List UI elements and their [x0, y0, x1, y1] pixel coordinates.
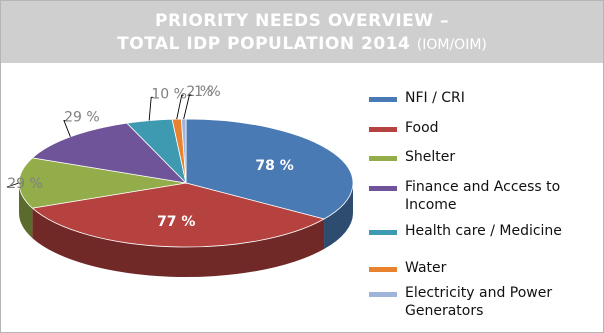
data-label-2: 29 %	[7, 176, 43, 192]
chart-title-line2: TOTAL IDP POPULATION 2014 (IOM/OIM)	[1, 34, 603, 55]
pie-slice-3	[31, 122, 188, 184]
legend-swatch	[369, 127, 397, 132]
legend-swatch	[369, 230, 397, 235]
leader-line-5	[176, 94, 184, 120]
chart-source: (IOM/OIM)	[416, 37, 487, 53]
chart-title-line1: PRIORITY NEEDS OVERVIEW –	[155, 11, 449, 31]
legend-swatch	[369, 267, 397, 272]
leader-line-6	[183, 94, 192, 120]
leader-line-4	[148, 96, 154, 121]
leader-line-2	[6, 182, 20, 188]
pie-side-0	[324, 183, 353, 250]
legend-label: Water	[405, 260, 447, 276]
legend-swatch	[369, 292, 397, 297]
pie-top	[18, 118, 354, 248]
data-label-6: 1 %	[194, 84, 221, 100]
chart-title-main: TOTAL IDP POPULATION 2014	[117, 34, 411, 54]
legend-label: Health care / Medicine	[405, 223, 562, 239]
data-label-5: 2 %	[186, 84, 213, 100]
data-label-3: 29 %	[64, 110, 100, 126]
pie-chart: 78 % 77 % 29 % 29 % 10 % 2 %1 %	[6, 84, 354, 277]
data-label-0: 78 %	[255, 158, 293, 174]
pie-slice-2	[18, 157, 187, 209]
data-label-1: 77 %	[157, 214, 195, 230]
pie-sides	[19, 183, 353, 277]
legend-label: NFI / CRI	[405, 90, 465, 106]
legend-label: Finance and Access to Income	[405, 179, 561, 213]
pie-slice-0	[185, 118, 354, 220]
data-label-4: 10 %	[151, 86, 187, 102]
legend-swatch	[369, 156, 397, 161]
leader-line-3	[63, 120, 71, 137]
legend-swatch	[369, 186, 397, 191]
chart-header: PRIORITY NEEDS OVERVIEW – TOTAL IDP POPU…	[1, 1, 603, 63]
legend-label: Shelter	[405, 149, 456, 165]
pie-side-1	[32, 208, 325, 277]
legend-label: Electricity and Power Generators	[405, 285, 553, 319]
legend-swatch	[369, 97, 397, 102]
pie-slice-1	[31, 182, 326, 248]
pie-side-2	[19, 183, 33, 239]
legend-label: Food	[405, 120, 439, 136]
